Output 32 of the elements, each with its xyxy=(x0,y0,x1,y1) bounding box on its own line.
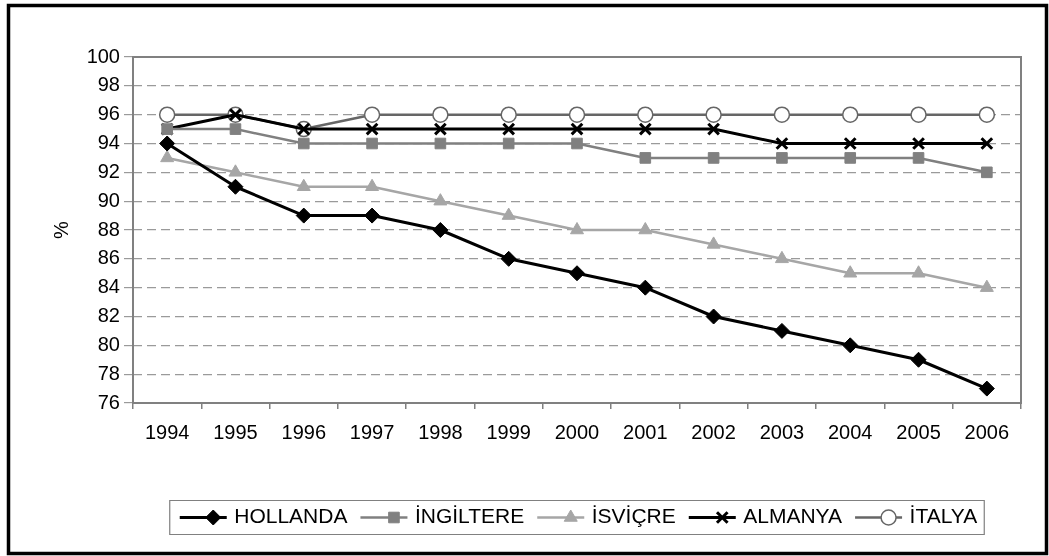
y-tick-label: 84 xyxy=(97,275,120,298)
legend-label: ALMANYA xyxy=(743,504,843,528)
y-tick-label: 100 xyxy=(86,44,120,67)
x-tick-label: 1997 xyxy=(349,420,395,443)
y-tick-label: 96 xyxy=(97,102,120,125)
x-tick-label: 2003 xyxy=(759,420,805,443)
x-tick-label: 2000 xyxy=(554,420,600,443)
legend-label: İSVİÇRE xyxy=(591,504,676,528)
y-tick-label: 98 xyxy=(97,73,120,96)
x-tick-label: 1998 xyxy=(418,420,463,443)
y-tick-label: 78 xyxy=(97,361,120,384)
x-tick-label: 2001 xyxy=(623,420,668,443)
y-tick-label: 92 xyxy=(97,159,120,182)
legend-label: İTALYA xyxy=(909,504,978,528)
x-tick-label: 1995 xyxy=(213,420,258,443)
x-tick-label: 2002 xyxy=(691,420,736,443)
y-tick-label: 94 xyxy=(97,131,120,154)
x-tick-label: 1999 xyxy=(486,420,531,443)
x-tick-label: 1994 xyxy=(144,420,190,443)
y-axis-title: % xyxy=(49,220,72,239)
x-tick-label: 2004 xyxy=(827,420,873,443)
x-tick-label: 2005 xyxy=(896,420,941,443)
x-tick-label: 1996 xyxy=(281,420,327,443)
y-tick-label: 82 xyxy=(97,304,120,327)
x-tick-label: 2006 xyxy=(964,420,1010,443)
y-tick-label: 76 xyxy=(97,390,120,413)
y-tick-label: 86 xyxy=(97,246,120,269)
legend-label: HOLLANDA xyxy=(234,504,348,528)
legend-label: İNGİLTERE xyxy=(414,504,525,528)
y-tick-label: 88 xyxy=(97,217,120,240)
y-tick-label: 80 xyxy=(97,332,120,355)
y-tick-label: 90 xyxy=(97,188,120,211)
